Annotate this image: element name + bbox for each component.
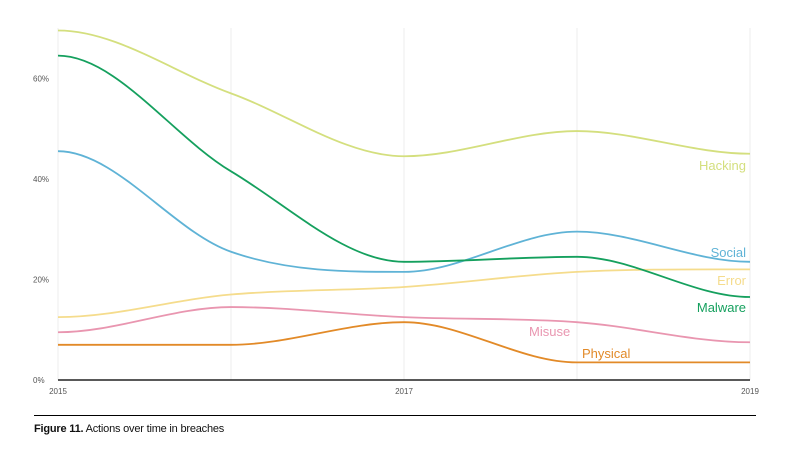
series-line-physical [58,321,750,364]
series-label-error: Error [717,273,747,288]
y-tick-label: 60% [33,74,49,83]
series-lines [57,29,751,364]
figure-caption-text: Actions over time in breaches [83,423,225,435]
series-label-hacking: Hacking [699,158,746,173]
series-label-misuse: Misuse [529,324,570,339]
series-labels: Hacking Social Error Malware Misuse Physical [529,158,747,361]
x-tick-label: 2017 [395,387,413,396]
grid-lines [57,28,751,380]
figure-caption: Figure 11. Actions over time in breaches [34,423,224,435]
x-axis-tick-labels: 2015 2017 2019 [49,387,759,396]
series-line-social [57,150,751,273]
series-label-physical: Physical [582,346,631,361]
x-tick-label: 2015 [49,387,67,396]
x-tick-label: 2019 [741,387,759,396]
series-label-malware: Malware [697,300,746,315]
series-label-social: Social [711,245,747,260]
series-line-hacking [57,29,751,158]
figure-number: Figure 11. [34,423,84,435]
y-tick-label: 40% [33,175,49,184]
series-line-error [57,268,751,319]
y-tick-label: 20% [33,275,49,284]
caption-divider [34,415,756,416]
series-line-malware [57,54,751,298]
y-tick-label: 0% [33,376,45,385]
y-axis-tick-labels: 0% 20% 40% 60% [33,74,49,385]
series-line-misuse [57,306,751,344]
